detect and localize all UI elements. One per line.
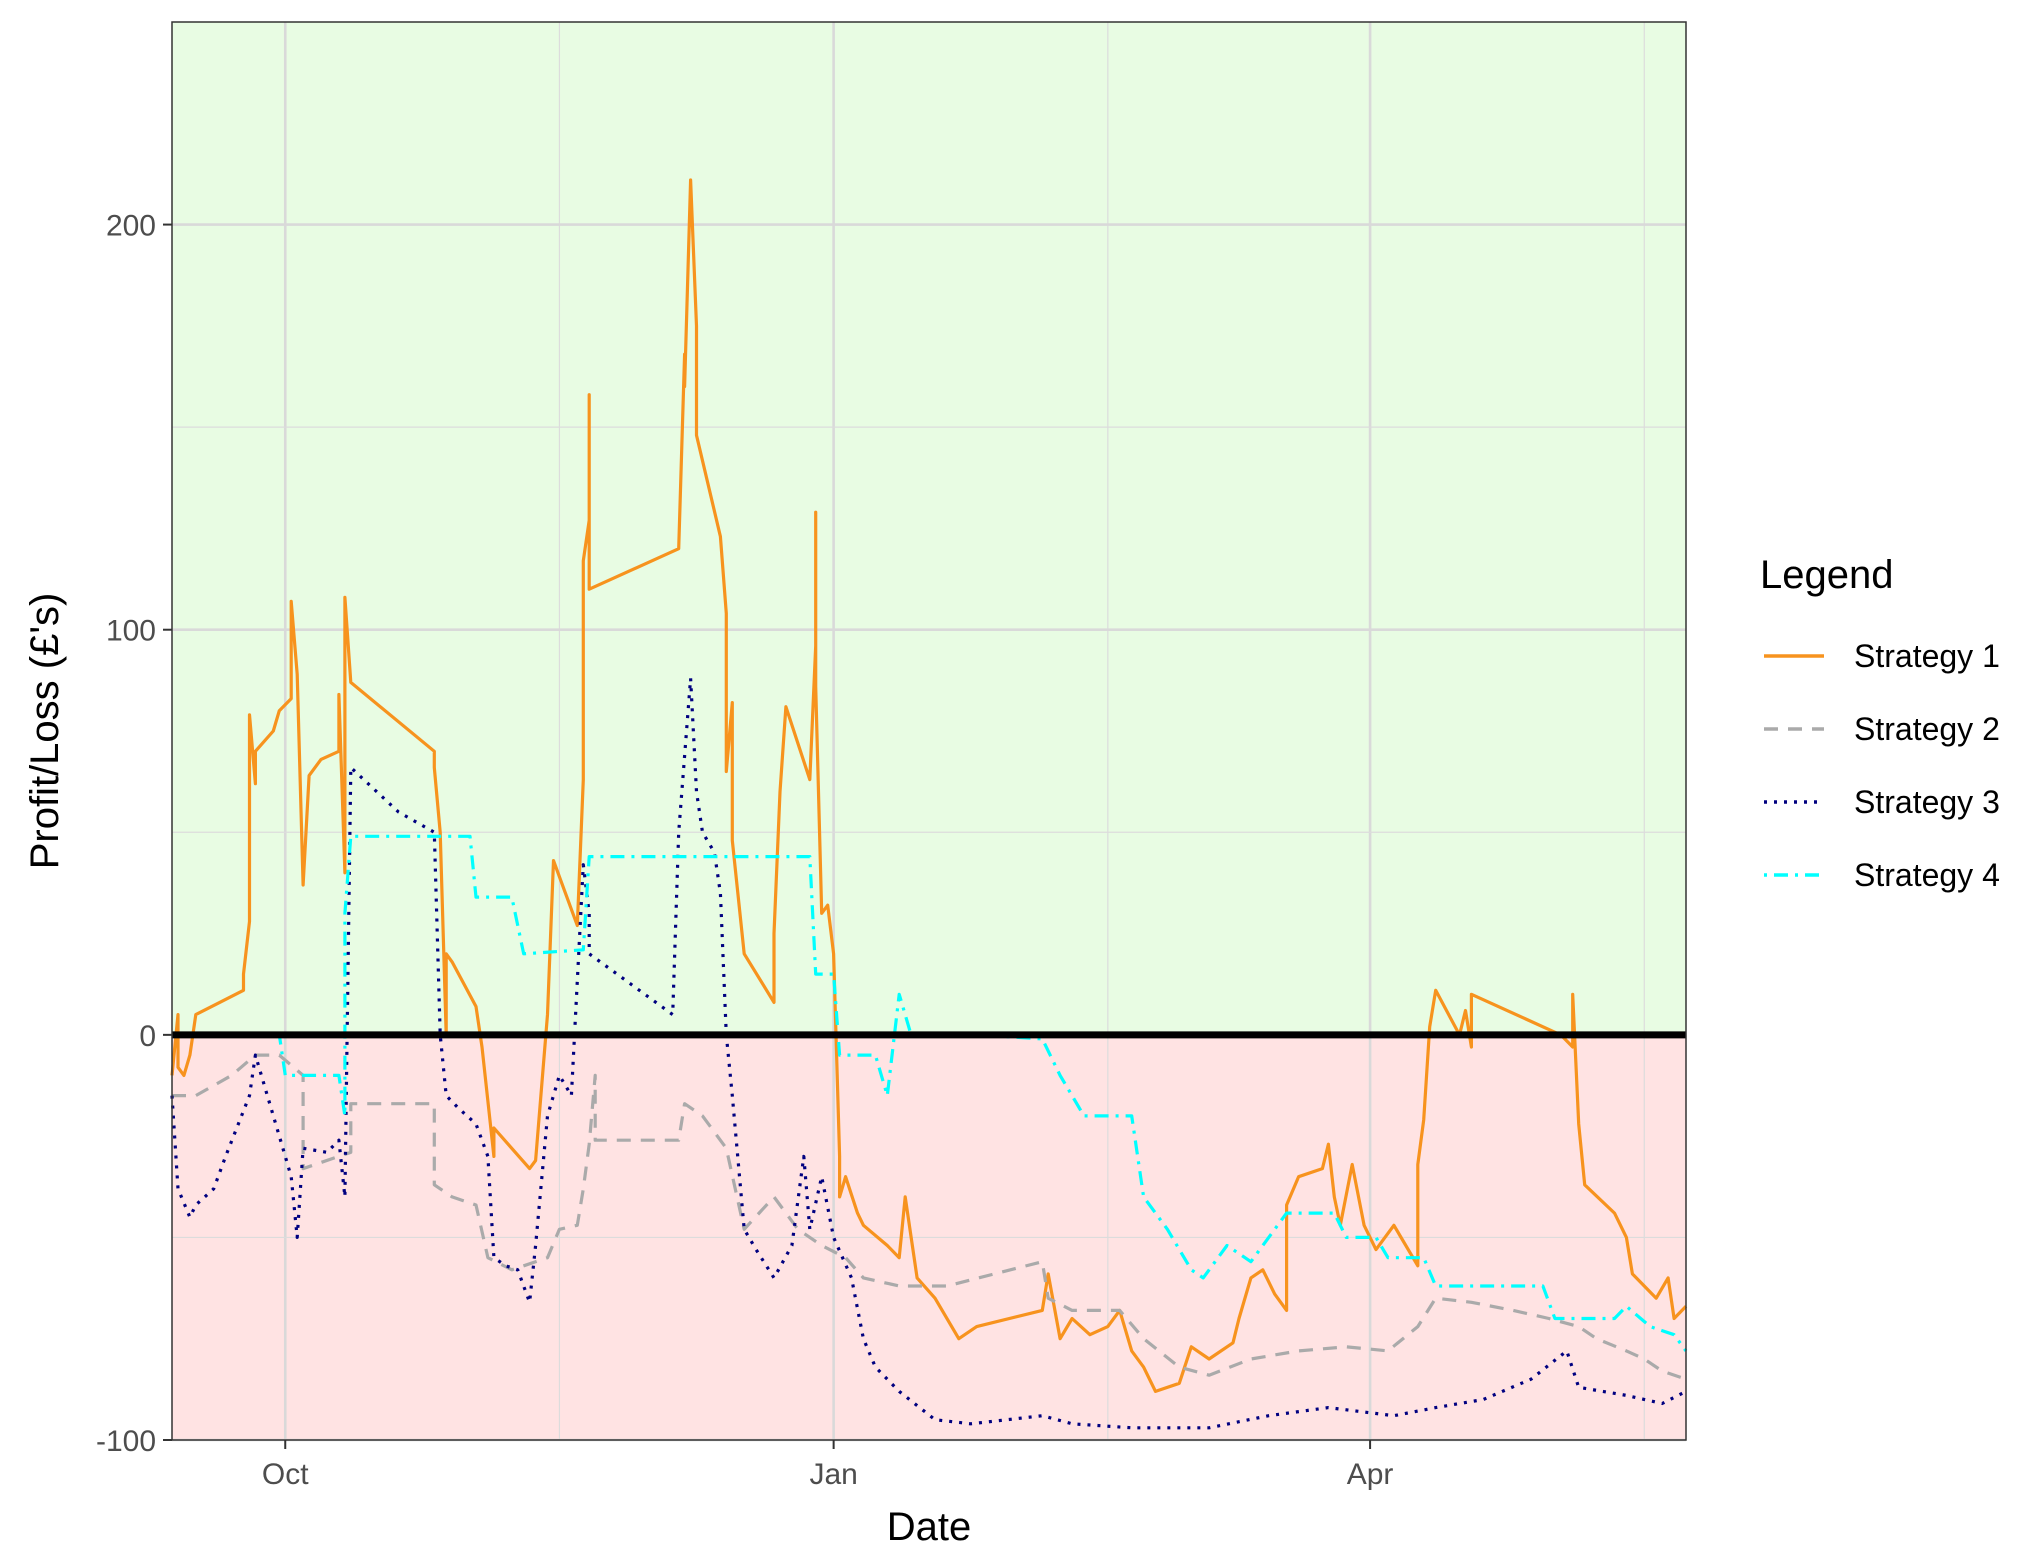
x-tick-label: Jan: [809, 1458, 857, 1491]
legend-label-strategy-3: Strategy 3: [1854, 784, 2000, 820]
series-lines: [170, 178, 1688, 1430]
series-line-strategy-4: [172, 834, 1688, 1352]
legend-title: Legend: [1760, 553, 1893, 597]
legend-label-strategy-1: Strategy 1: [1854, 638, 2000, 674]
series-line-strategy-2: [172, 1053, 1687, 1381]
x-axis-label: Date: [887, 1505, 972, 1549]
x-tick-label: Oct: [262, 1458, 309, 1491]
plot-background: [172, 22, 1686, 1440]
y-tick-label: -100: [96, 1425, 156, 1458]
plot-border: [171, 21, 1687, 1441]
y-axis-label: Profit/Loss (£'s): [23, 593, 67, 870]
background-band-profit: [172, 22, 1686, 1035]
series-line-strategy-1: [170, 178, 1688, 1394]
y-tick-label: 200: [106, 210, 156, 243]
legend-label-strategy-4: Strategy 4: [1854, 857, 2000, 893]
y-tick-label: 0: [139, 1020, 156, 1053]
legend-label-strategy-2: Strategy 2: [1854, 711, 2000, 747]
legend-items: Strategy 1 Strategy 2 Strategy 3 Strategy 4: [1764, 638, 2000, 893]
x-axis-ticks: Oct Jan Apr: [262, 1440, 1394, 1491]
y-tick-label: 100: [106, 615, 156, 648]
x-tick-label: Apr: [1347, 1458, 1394, 1491]
y-axis-ticks: -100 0 100 200: [96, 210, 172, 1458]
series-line-strategy-3: [170, 676, 1687, 1430]
